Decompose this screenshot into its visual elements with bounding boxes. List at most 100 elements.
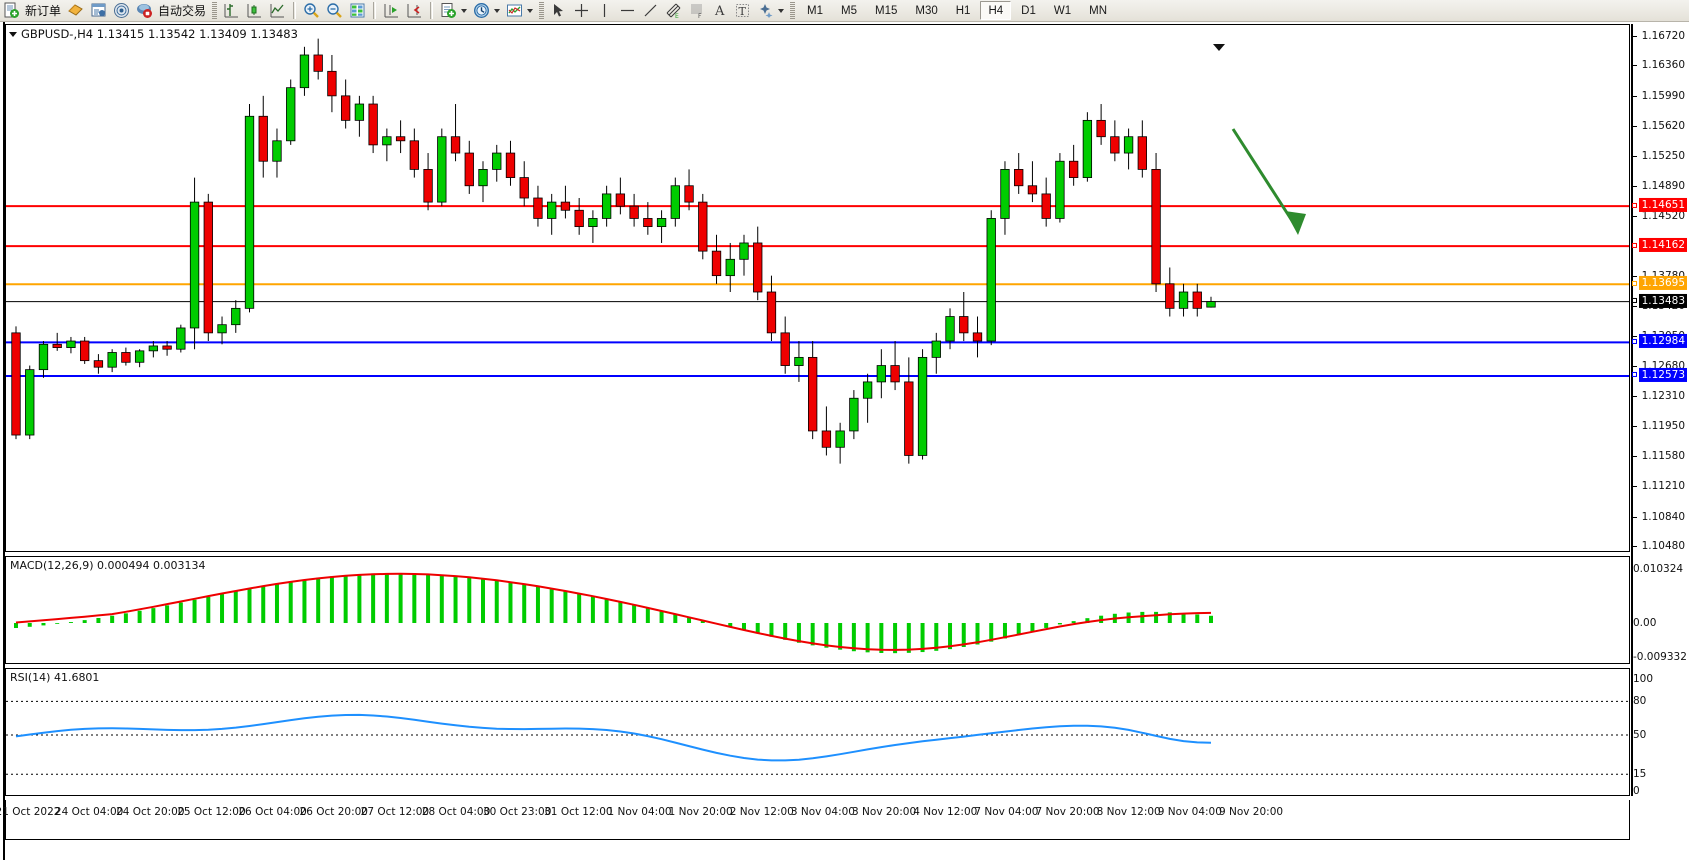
zoom-in-button[interactable] — [301, 1, 322, 21]
price-tick-label: 1.15990 — [1641, 89, 1685, 102]
timeframe-m5[interactable]: M5 — [841, 4, 857, 17]
main-toolbar: 新订单 自动交易 — [0, 0, 1689, 22]
expert-advisors-icon — [68, 4, 83, 16]
trend-arrow-annotation[interactable] — [1231, 128, 1306, 235]
candlestick-chart-button[interactable] — [244, 1, 265, 21]
vertical-line-button[interactable] — [594, 1, 615, 21]
new-order-button[interactable]: 新订单 — [1, 1, 63, 21]
signals-icon — [114, 3, 130, 18]
timeframe-h1[interactable]: H1 — [955, 4, 971, 17]
level-drag-handle[interactable] — [1631, 242, 1637, 248]
zoom-out-icon — [327, 3, 342, 18]
price-level-label-1.12984[interactable]: 1.12984 — [1631, 334, 1687, 349]
price-tick-label: 1.13780 — [1642, 271, 1685, 282]
cursor-button[interactable] — [548, 1, 569, 21]
time-axis-label: 9 Nov 04:00 — [1157, 806, 1222, 818]
timeframe-w1[interactable]: W1 — [1053, 4, 1072, 17]
toolbar-separator — [212, 2, 218, 19]
rsi-pane[interactable]: RSI(14) 41.6801 — [5, 668, 1630, 796]
cursor-icon — [554, 4, 564, 17]
chart-area[interactable]: GBPUSD-,H4 1.13415 1.13542 1.13409 1.134… — [0, 22, 1689, 862]
timeframe-m30[interactable]: M30 — [915, 4, 938, 17]
price-level-label-1.14651[interactable]: 1.14651 — [1631, 198, 1687, 213]
price-tick-label: 1.11580 — [1641, 449, 1685, 462]
time-axis-label: 7 Nov 04:00 — [974, 806, 1039, 818]
price-tick-mark — [1633, 425, 1637, 427]
line-chart-icon — [270, 4, 285, 18]
collapse-caret-icon[interactable] — [9, 31, 17, 37]
horizontal-line-button[interactable] — [617, 1, 638, 21]
tile-windows-icon — [350, 3, 365, 18]
timeframe-d1[interactable]: D1 — [1021, 4, 1036, 17]
timeframe-h4[interactable]: H4 — [980, 1, 1012, 20]
timeframe-mn[interactable]: MN — [1089, 4, 1107, 17]
text-label-button[interactable]: T — [732, 1, 753, 21]
macd-pane[interactable]: MACD(12,26,9) 0.000494 0.003134 — [5, 556, 1630, 664]
time-axis-label: 26 Oct 04:00 — [238, 806, 307, 818]
trendline-button[interactable] — [640, 1, 661, 21]
level-drag-handle[interactable] — [1631, 338, 1637, 344]
time-axis-label: 26 Oct 20:00 — [299, 806, 368, 818]
chart-shift-icon — [384, 4, 399, 18]
tile-windows-button[interactable] — [347, 1, 368, 21]
rsi-axis-label: 100 — [1633, 673, 1654, 685]
chevron-down-icon[interactable] — [527, 8, 534, 13]
chart-top-marker-icon — [1213, 44, 1225, 51]
expert-advisors-button[interactable] — [65, 1, 86, 21]
price-level-label-1.13483[interactable]: 1.13483 — [1631, 293, 1687, 308]
time-axis-label: 31 Oct 12:00 — [544, 806, 613, 818]
line-chart-button[interactable] — [267, 1, 288, 21]
new-order-icon — [4, 2, 19, 18]
price-axis[interactable]: 1.16720 1.16360 1.15990 1.15620 1.15250 1.148… — [1631, 24, 1687, 796]
bar-chart-icon — [224, 4, 239, 18]
level-drag-handle[interactable] — [1631, 280, 1637, 286]
text-icon: A — [714, 4, 725, 19]
auto-trading-button[interactable]: 自动交易 — [134, 1, 208, 21]
level-drag-handle[interactable] — [1631, 298, 1637, 304]
macd-axis-label: 0.010324 — [1633, 563, 1684, 575]
price-tick-label: 1.15620 — [1641, 119, 1685, 132]
text-label-icon: T — [736, 4, 750, 18]
chevron-down-icon[interactable] — [461, 8, 468, 13]
equidistant-channel-button[interactable]: E — [663, 1, 684, 21]
indicators-button[interactable] — [438, 1, 469, 21]
signals-button[interactable] — [111, 1, 132, 21]
time-axis-label: 3 Nov 20:00 — [852, 806, 917, 818]
price-level-label-1.12573[interactable]: 1.12573 — [1631, 367, 1687, 382]
price-tick-mark — [1633, 396, 1637, 398]
templates-button[interactable] — [504, 1, 535, 21]
level-drag-handle[interactable] — [1631, 372, 1637, 378]
time-axis[interactable]: 21 Oct 2022 24 Oct 04:00 24 Oct 20:00 25 Oc… — [0, 800, 1630, 840]
data-window-button[interactable] — [88, 1, 109, 21]
timeframe-m1[interactable]: M1 — [807, 4, 824, 17]
time-axis-label: 4 Nov 12:00 — [913, 806, 978, 818]
time-axis-label: 24 Oct 20:00 — [116, 806, 185, 818]
objects-button[interactable] — [755, 1, 786, 21]
timeframe-group: M1 M5 M15 M30 H1 H4 D1 W1 MN — [798, 1, 1116, 20]
price-level-label-1.14162[interactable]: 1.14162 — [1631, 238, 1687, 253]
chevron-down-icon[interactable] — [494, 8, 501, 13]
bar-chart-button[interactable] — [221, 1, 242, 21]
price-tick-label: 1.15250 — [1641, 149, 1685, 162]
price-tick-mark — [1633, 335, 1637, 337]
chart-shift-button[interactable] — [381, 1, 402, 21]
period-button[interactable] — [471, 1, 502, 21]
toolbar-separator — [430, 2, 434, 19]
auto-scroll-icon — [407, 4, 422, 18]
zoom-out-button[interactable] — [324, 1, 345, 21]
time-axis-label: 25 Oct 12:00 — [177, 806, 246, 818]
price-level-label-1.13695[interactable]: 1.13695 — [1631, 276, 1687, 291]
level-drag-handle[interactable] — [1631, 202, 1637, 208]
chevron-down-icon[interactable] — [778, 8, 785, 13]
svg-text:T: T — [739, 5, 747, 18]
crosshair-icon — [575, 4, 589, 17]
crosshair-button[interactable] — [571, 1, 592, 21]
auto-scroll-button[interactable] — [404, 1, 425, 21]
text-button[interactable]: A — [709, 1, 730, 21]
time-axis-label: 24 Oct 04:00 — [54, 806, 124, 818]
price-pane[interactable]: GBPUSD-,H4 1.13415 1.13542 1.13409 1.134… — [5, 24, 1630, 552]
rsi-axis-label: 80 — [1633, 695, 1647, 708]
fibonacci-button[interactable]: F — [686, 1, 707, 21]
timeframe-m15[interactable]: M15 — [875, 4, 898, 17]
indicators-icon — [441, 3, 457, 18]
